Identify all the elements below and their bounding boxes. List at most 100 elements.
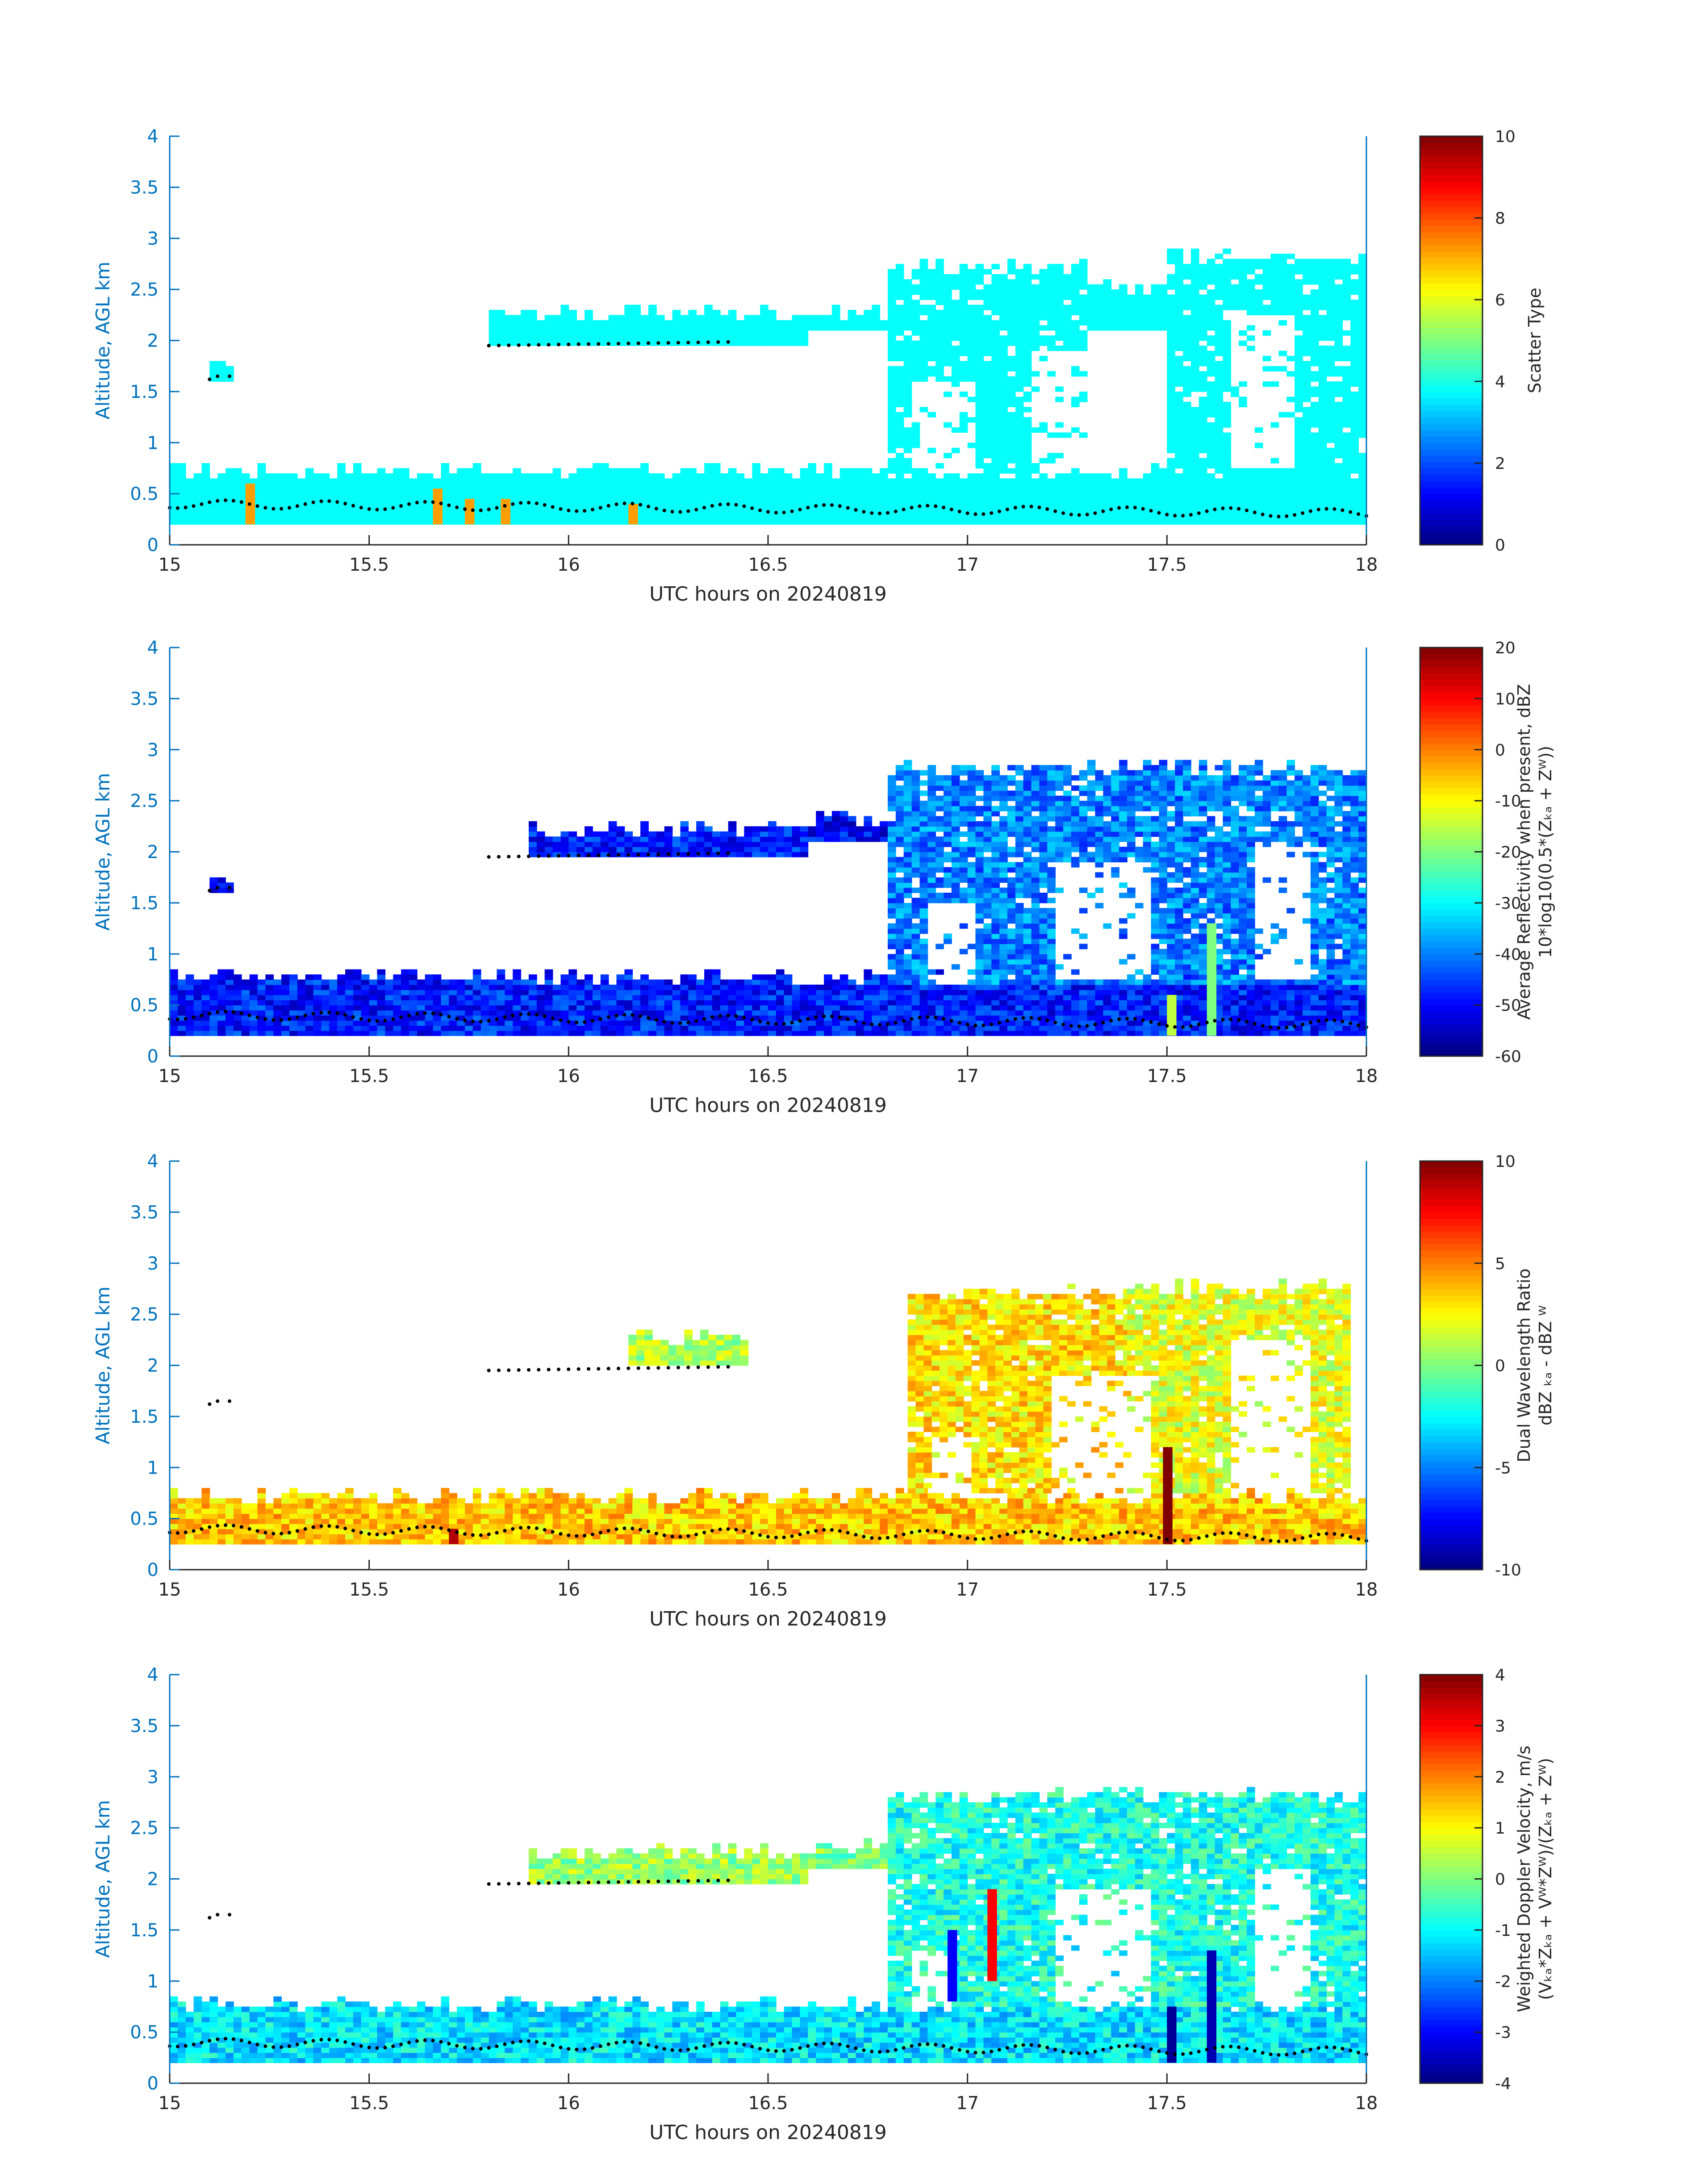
data-cell xyxy=(935,1030,944,1036)
data-cell xyxy=(568,309,577,316)
data-cell xyxy=(944,355,952,361)
data-cell xyxy=(544,315,553,321)
data-cell xyxy=(632,468,641,474)
data-cell xyxy=(1342,366,1351,372)
cloud-base-point xyxy=(1301,511,1305,515)
data-cell xyxy=(417,1015,426,1021)
data-cell xyxy=(608,320,617,326)
data-cell xyxy=(1095,489,1104,494)
data-cell xyxy=(1015,401,1024,407)
data-cell xyxy=(1143,473,1152,479)
data-cell xyxy=(217,1030,226,1036)
data-cell xyxy=(919,1000,928,1006)
data-cell xyxy=(513,1015,521,1021)
data-cell xyxy=(1358,366,1367,372)
data-cell xyxy=(864,1025,873,1031)
data-cell xyxy=(1135,483,1144,489)
data-cell xyxy=(648,499,657,505)
data-cell xyxy=(608,990,617,995)
data-cell xyxy=(1039,300,1048,305)
data-cell xyxy=(696,984,705,990)
data-cell xyxy=(513,478,521,484)
data-cell xyxy=(1031,499,1040,505)
data-cell xyxy=(560,1010,569,1016)
data-cell xyxy=(217,489,226,494)
data-cell xyxy=(999,386,1008,392)
data-cell xyxy=(401,1030,409,1036)
y-tick-label: 0.5 xyxy=(130,484,159,505)
data-cell xyxy=(1239,289,1247,295)
data-cell xyxy=(393,984,401,990)
data-cell xyxy=(449,489,457,494)
data-cell xyxy=(1023,478,1032,484)
data-cell xyxy=(1031,309,1040,316)
data-cell xyxy=(944,1025,952,1031)
data-cell xyxy=(1207,493,1215,499)
data-cell xyxy=(1047,509,1056,515)
data-cell xyxy=(1223,259,1232,264)
data-cell xyxy=(1023,519,1032,525)
data-cell xyxy=(744,320,753,326)
data-cell xyxy=(1270,489,1279,494)
data-cell xyxy=(353,984,362,990)
data-cell xyxy=(217,979,226,985)
data-cell xyxy=(664,483,673,489)
data-cell xyxy=(712,1010,721,1016)
data-cell xyxy=(903,315,912,321)
data-cell xyxy=(489,1030,497,1036)
cloud-base-point xyxy=(706,340,710,344)
data-cell xyxy=(1326,412,1335,418)
data-cell xyxy=(1318,263,1327,270)
data-cell xyxy=(712,984,721,990)
data-cell xyxy=(1278,305,1287,310)
data-cell xyxy=(831,315,840,321)
data-cell xyxy=(839,519,848,525)
data-cell xyxy=(1199,437,1207,443)
data-cell xyxy=(839,509,848,515)
data-cell xyxy=(975,340,984,346)
data-cell xyxy=(616,1015,625,1021)
colorbar-segment xyxy=(1420,219,1482,226)
data-cell xyxy=(1342,473,1351,479)
data-cell xyxy=(624,984,633,990)
data-cell xyxy=(1295,453,1303,459)
data-cell xyxy=(975,1005,984,1011)
data-cell xyxy=(999,412,1008,418)
data-cell xyxy=(951,473,960,479)
data-cell xyxy=(1262,289,1271,295)
data-cell xyxy=(1231,284,1239,290)
data-cell xyxy=(1247,493,1255,499)
data-cell xyxy=(281,1025,290,1031)
data-cell xyxy=(457,519,465,525)
data-cell xyxy=(831,489,840,494)
data-cell xyxy=(1119,489,1128,494)
data-cell xyxy=(991,391,1000,397)
data-cell xyxy=(513,984,521,990)
data-cell xyxy=(760,335,768,341)
data-cell xyxy=(1270,294,1279,300)
data-cell xyxy=(1135,315,1144,321)
data-cell xyxy=(959,330,968,336)
data-cell xyxy=(1183,422,1191,428)
data-cell xyxy=(209,483,218,489)
data-cell xyxy=(792,315,801,321)
data-cell xyxy=(560,335,569,341)
cloud-base-point xyxy=(1316,508,1320,512)
data-cell xyxy=(824,1025,832,1031)
data-cell xyxy=(521,990,529,995)
data-cell xyxy=(552,330,561,336)
data-cell xyxy=(1318,300,1327,305)
data-cell xyxy=(576,499,585,505)
data-cell xyxy=(1207,443,1215,448)
data-cell xyxy=(513,1000,521,1006)
data-cell xyxy=(560,504,569,510)
data-cell xyxy=(1111,300,1119,305)
data-cell xyxy=(1286,284,1295,290)
data-cell xyxy=(1159,284,1168,290)
data-cell xyxy=(728,1020,737,1026)
data-cell xyxy=(1262,355,1271,361)
data-cell xyxy=(1358,263,1367,270)
data-cell xyxy=(864,309,873,316)
data-cell xyxy=(1334,294,1343,300)
data-cell xyxy=(529,340,537,346)
